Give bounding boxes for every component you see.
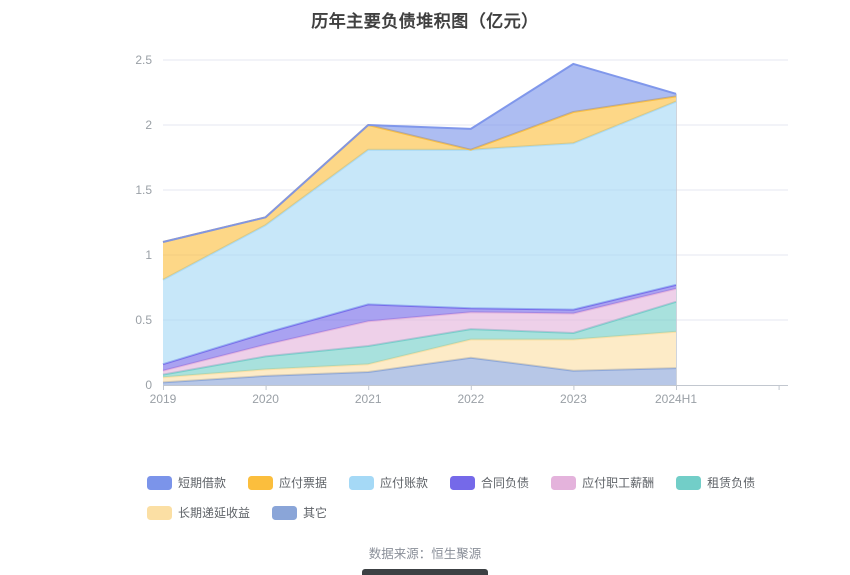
series-area-租赁负债: [163, 301, 676, 378]
x-axis-tick-label: 2020: [252, 392, 279, 406]
series-line-短期借款: [162, 62, 677, 243]
legend-swatch: [147, 476, 172, 490]
legend-swatch: [676, 476, 702, 490]
legend-label: 短期借款: [178, 476, 227, 490]
x-axis-tick-label: 2021: [355, 392, 382, 406]
legend-item-短期借款[interactable]: 短期借款: [147, 476, 226, 490]
x-axis-tick-label: 2023: [560, 392, 587, 406]
x-axis-tick-label: 2024H1: [655, 392, 697, 406]
legend-item-其它[interactable]: 其它: [272, 506, 327, 520]
legend-item-租赁负债[interactable]: 租赁负债: [676, 476, 755, 490]
legend-item-应付票据[interactable]: 应付票据: [248, 476, 327, 490]
legend-item-应付账款[interactable]: 应付账款: [349, 476, 428, 490]
legend: 短期借款 应付票据 应付账款 合同负债 应付职工薪酬 租赁负债长期递延收益 其它: [147, 476, 755, 520]
y-axis-tick-label: 2: [145, 118, 152, 132]
legend-item-合同负债[interactable]: 合同负债: [450, 476, 529, 490]
x-axis-tick-label: 2019: [150, 392, 177, 406]
y-axis-tick-label: 1.5: [135, 183, 152, 197]
series-area-应付票据: [163, 96, 676, 280]
legend-item-应付职工薪酬[interactable]: 应付职工薪酬: [551, 476, 654, 490]
legend-label: 租赁负债: [707, 476, 756, 490]
legend-swatch: [349, 476, 375, 490]
legend-row-1: 短期借款 应付票据 应付账款 合同负债 应付职工薪酬 租赁负债: [147, 476, 755, 490]
legend-label: 长期递延收益: [178, 506, 251, 520]
bottom-scrubber-bar[interactable]: [362, 569, 488, 575]
legend-swatch: [147, 506, 172, 520]
series-area-应付账款: [163, 101, 676, 365]
legend-label: 应付账款: [380, 476, 429, 490]
y-axis-tick-label: 2.5: [135, 53, 152, 67]
x-axis-tick-label: 2022: [457, 392, 484, 406]
legend-label: 应付职工薪酬: [582, 476, 655, 490]
legend-swatch: [450, 476, 476, 490]
data-source-note: 数据来源：恒生聚源: [368, 547, 482, 561]
legend-label: 应付票据: [279, 476, 328, 490]
series-area-应付职工薪酬: [163, 288, 676, 375]
y-axis-tick-label: 0.5: [135, 313, 152, 327]
series-area-短期借款: [163, 63, 676, 243]
y-axis-tick-label: 1: [145, 248, 152, 262]
series-area-其它: [163, 357, 676, 385]
series-area-长期递延收益: [163, 331, 676, 383]
legend-row-2: 长期递延收益 其它: [147, 506, 755, 520]
legend-swatch: [248, 476, 274, 490]
chart-canvas[interactable]: 0 0.5 1 1.5 2 2.5 2019 2020 2021 2022 2023 2024H1: [0, 40, 850, 425]
legend-label: 合同负债: [481, 476, 530, 490]
legend-item-长期递延收益[interactable]: 长期递延收益: [147, 506, 250, 520]
legend-label: 其它: [303, 506, 328, 520]
legend-swatch: [551, 476, 577, 490]
y-axis-tick-label: 0: [145, 378, 152, 392]
legend-swatch: [272, 506, 298, 520]
chart-title: 历年主要负债堆积图（亿元）: [311, 12, 539, 31]
